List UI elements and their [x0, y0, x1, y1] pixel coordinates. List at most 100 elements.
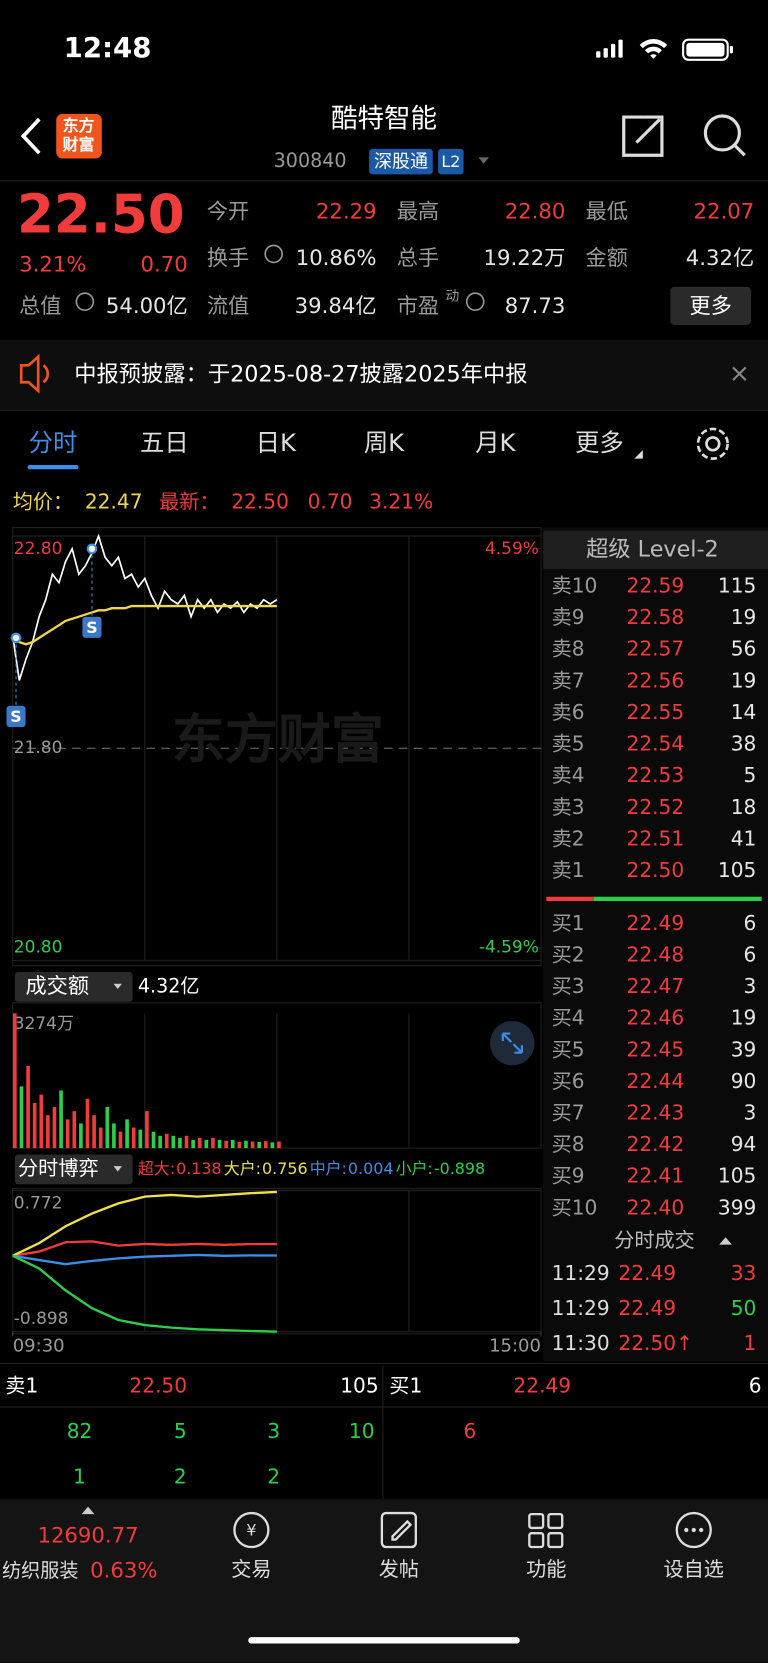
book-volume: 3: [744, 1100, 757, 1124]
volume-bar: [39, 1094, 44, 1149]
more-button-text[interactable]: 更多: [690, 294, 732, 319]
book-price: 22.53: [627, 763, 685, 787]
app-logo: [56, 113, 102, 159]
volume-bar: [26, 1065, 30, 1149]
change: 0.70: [141, 253, 188, 278]
trades-collapse[interactable]: [719, 1237, 732, 1245]
marker-badge: [6, 705, 26, 728]
stock-code: 300840: [274, 149, 347, 172]
queue-price: 22.49: [513, 1373, 571, 1397]
trades-title: 分时成交: [614, 1228, 695, 1252]
tab[interactable]: 日K: [256, 428, 297, 457]
volume-bar: [184, 1135, 189, 1149]
tag-text: 深股通: [374, 152, 428, 173]
legend-name: 中户:: [310, 1159, 347, 1178]
trade-price: 22.50: [618, 1331, 676, 1355]
volume-selector[interactable]: [14, 972, 133, 1002]
marker-badge: [82, 616, 102, 638]
queue-label: 卖1: [5, 1373, 38, 1397]
tab[interactable]: 五日: [140, 428, 189, 457]
queue-order: 5: [174, 1419, 187, 1443]
queue-order: 1: [73, 1465, 86, 1489]
volume-bar: [145, 1111, 149, 1149]
share-button[interactable]: [622, 115, 664, 157]
book-price: 22.54: [627, 732, 685, 756]
series-line: [12, 1190, 277, 1257]
expand-button[interactable]: [490, 1020, 535, 1066]
volume-bar: [92, 1115, 96, 1149]
book-price: 22.40: [627, 1195, 685, 1219]
logo-text: 东方: [63, 116, 95, 135]
volume-bar: [46, 1115, 50, 1149]
panel-title[interactable]: 成交额: [25, 974, 89, 999]
volume-bar: [224, 1140, 228, 1149]
tab[interactable]: 分时: [29, 428, 78, 457]
volume-bar: [197, 1137, 202, 1149]
legend-value: 0.756: [262, 1159, 308, 1178]
book-label: 买1: [552, 911, 585, 935]
more-button[interactable]: [670, 286, 752, 325]
index-name: 纺织服装: [2, 1559, 78, 1582]
legend-value: 0.70: [308, 490, 353, 514]
field-label: 换手: [207, 246, 249, 271]
volume-bar: [72, 1111, 77, 1149]
volume-bar: [217, 1139, 222, 1149]
book-price: 22.52: [627, 795, 685, 819]
settings-button[interactable]: [696, 427, 730, 460]
x-tick-label: 09:30: [13, 1336, 65, 1357]
footer: [0, 1499, 768, 1663]
volume-bar: [98, 1127, 103, 1149]
info-icon: [264, 244, 283, 264]
book-price: 22.42: [627, 1132, 685, 1156]
tab[interactable]: 更多: [575, 428, 624, 457]
book-volume: 14: [731, 700, 757, 724]
y-tick-label: 22.80: [14, 539, 63, 559]
divider: [0, 409, 768, 411]
stock-name: 酷特智能: [331, 104, 437, 135]
series-line: [12, 1253, 277, 1266]
book-price: 22.48: [627, 942, 685, 966]
volume-bar: [270, 1142, 275, 1149]
home-indicator: [248, 1637, 520, 1644]
volume-bar: [171, 1135, 176, 1149]
index-expand[interactable]: [81, 1506, 95, 1515]
nav-item[interactable]: 交易: [231, 1557, 271, 1581]
book-label: 买6: [552, 1069, 585, 1093]
field-label: 市盈: [397, 294, 439, 319]
book-label: 卖7: [552, 668, 585, 692]
flow-frame: [12, 1187, 542, 1335]
nav-item[interactable]: 发帖: [379, 1557, 419, 1581]
book-label: 买4: [552, 1006, 585, 1030]
close-notice[interactable]: [732, 366, 747, 381]
back-button[interactable]: [20, 117, 41, 155]
field-value: 54.00亿: [106, 294, 188, 319]
last-price: 22.50: [17, 183, 185, 245]
field-label: 最低: [586, 200, 628, 225]
nav-item[interactable]: 功能: [526, 1557, 566, 1581]
book-volume: 94: [731, 1132, 757, 1156]
book-label: 买10: [552, 1195, 598, 1219]
tab[interactable]: 月K: [475, 428, 516, 457]
nav-item[interactable]: 设自选: [664, 1557, 724, 1581]
panel-title[interactable]: 分时博弈: [18, 1156, 99, 1180]
volume-bar: [178, 1137, 182, 1149]
book-label: 买3: [552, 974, 585, 998]
book-price: 22.46: [627, 1006, 685, 1030]
field-value: 4.32亿: [686, 246, 754, 271]
x-tick-label: 15:00: [489, 1336, 541, 1357]
tab[interactable]: 周K: [364, 428, 405, 457]
notice-bar: [0, 339, 768, 410]
book-price: 22.59: [627, 573, 685, 597]
field-label: 总值: [19, 294, 61, 319]
nav-icon-glyph: ¥: [246, 1521, 256, 1540]
volume-bar: [204, 1139, 209, 1149]
field-value: 87.73: [505, 294, 566, 319]
search-button[interactable]: [703, 114, 746, 157]
flow-selector[interactable]: [14, 1154, 133, 1185]
volume-bar: [191, 1139, 195, 1149]
book-price: 22.45: [627, 1037, 685, 1061]
book-volume: 6: [744, 942, 757, 966]
volume-bar: [211, 1137, 215, 1149]
book-volume: 19: [731, 605, 757, 629]
volume-bar: [151, 1131, 156, 1149]
